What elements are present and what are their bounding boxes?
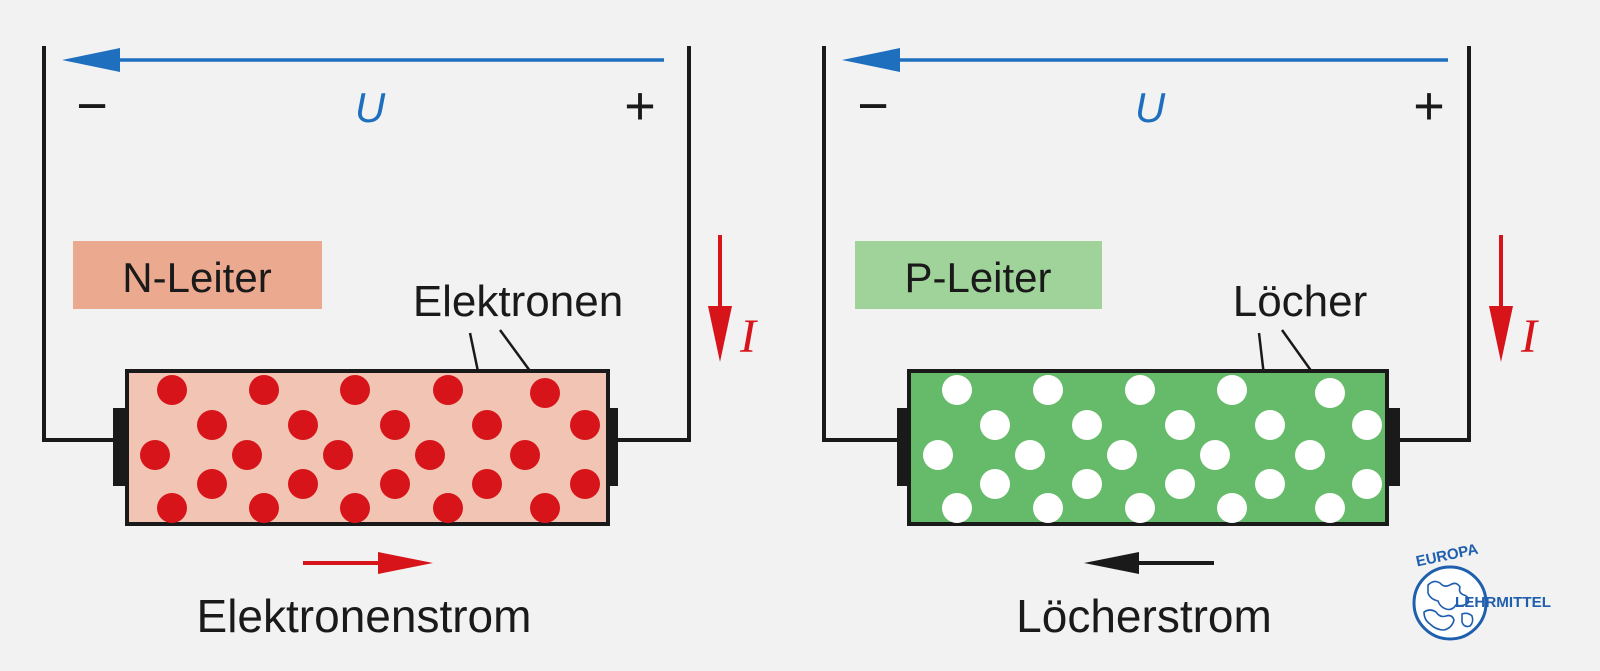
hole-particle (1217, 375, 1247, 405)
electron-particle (249, 493, 279, 523)
hole-particle (980, 469, 1010, 499)
hole-particle (1295, 440, 1325, 470)
europa-lehrmittel-logo: EUROPA LEHRMITTEL (1412, 541, 1551, 641)
hole-particle (980, 410, 1010, 440)
electron-particle (472, 469, 502, 499)
hole-particle (1125, 493, 1155, 523)
hole-particles (923, 375, 1382, 523)
hole-particle (942, 493, 972, 523)
hole-particle (1352, 410, 1382, 440)
hole-particle (1107, 440, 1137, 470)
right-plus-sign: + (1413, 76, 1445, 136)
electron-particle (288, 469, 318, 499)
right-minus-sign: − (857, 76, 889, 136)
electron-particle (570, 469, 600, 499)
electron-particle (380, 410, 410, 440)
right-circuit-panel: − + U I P-Leiter Löcher Löcherstrom (822, 46, 1539, 642)
electron-particle (433, 375, 463, 405)
hole-particle (1255, 410, 1285, 440)
hole-flow-arrow (1084, 552, 1214, 574)
left-material-label: N-Leiter (122, 254, 271, 301)
electron-particle (380, 469, 410, 499)
electron-particle (340, 493, 370, 523)
hole-particle (1033, 375, 1063, 405)
hole-particle (1165, 410, 1195, 440)
electron-particle (472, 410, 502, 440)
hole-particle (1217, 493, 1247, 523)
left-current-arrow (708, 235, 732, 362)
hole-particle (1072, 410, 1102, 440)
electron-particles (140, 375, 600, 523)
left-current-label: I (739, 310, 758, 363)
hole-particle (923, 440, 953, 470)
right-material-label: P-Leiter (904, 254, 1051, 301)
right-voltage-label: U (1135, 84, 1166, 131)
right-voltage-arrow (842, 48, 1448, 72)
hole-particle (942, 375, 972, 405)
electron-particle (570, 410, 600, 440)
hole-particle (1015, 440, 1045, 470)
right-circuit-wire (822, 46, 1471, 442)
left-plus-sign: + (624, 76, 656, 136)
left-flow-label: Elektronenstrom (197, 590, 532, 642)
hole-particle (1200, 440, 1230, 470)
hole-particle (1165, 469, 1195, 499)
left-circuit-panel: − + U I N-Leiter Elektronen Elektronenst… (42, 46, 758, 642)
electron-particle (157, 375, 187, 405)
left-particle-label: Elektronen (413, 277, 623, 326)
electron-particle (530, 378, 560, 408)
hole-particle (1125, 375, 1155, 405)
hole-particle (1315, 378, 1345, 408)
electron-particle (157, 493, 187, 523)
hole-particle (1033, 493, 1063, 523)
right-current-label: I (1520, 310, 1539, 363)
globe-icon (1412, 565, 1488, 641)
left-voltage-arrow (62, 48, 664, 72)
electron-particle (433, 493, 463, 523)
right-material-label-bg (855, 241, 1102, 309)
right-current-arrow (1489, 235, 1513, 362)
electron-particle (323, 440, 353, 470)
hole-particle (1315, 493, 1345, 523)
left-minus-sign: − (76, 76, 108, 136)
electron-particle (197, 469, 227, 499)
electron-particle (415, 440, 445, 470)
electron-particle (232, 440, 262, 470)
right-particle-label: Löcher (1233, 277, 1368, 326)
electron-particle (197, 410, 227, 440)
electron-flow-arrow (303, 552, 433, 574)
left-circuit-wire (42, 46, 691, 442)
logo-side-text: LEHRMITTEL (1455, 594, 1551, 611)
electron-particle (530, 493, 560, 523)
left-material-label-bg (73, 241, 322, 309)
hole-particle (1352, 469, 1382, 499)
electron-particle (510, 440, 540, 470)
electron-particle (340, 375, 370, 405)
electron-particle (288, 410, 318, 440)
hole-particle (1072, 469, 1102, 499)
electron-particle (140, 440, 170, 470)
left-voltage-label: U (355, 84, 386, 131)
right-flow-label: Löcherstrom (1016, 590, 1272, 642)
left-end-cap (113, 408, 128, 486)
hole-particle (1255, 469, 1285, 499)
electron-particle (249, 375, 279, 405)
